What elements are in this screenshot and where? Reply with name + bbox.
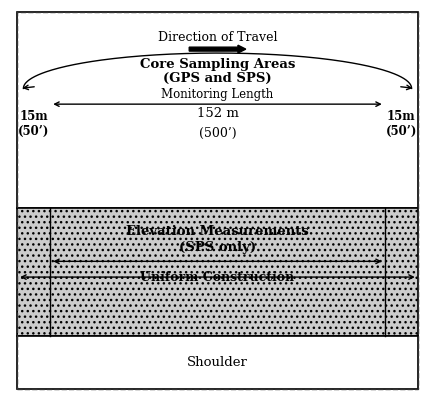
Text: 15m
(50’): 15m (50’): [385, 110, 416, 138]
Text: (500’): (500’): [198, 127, 236, 140]
Text: Uniform Construction: Uniform Construction: [140, 270, 294, 284]
Text: Direction of Travel: Direction of Travel: [158, 31, 276, 44]
Text: Elevation Measurements: Elevation Measurements: [126, 225, 308, 239]
Text: Core Sampling Areas: Core Sampling Areas: [139, 58, 295, 72]
Text: Monitoring Length: Monitoring Length: [161, 88, 273, 101]
FancyArrow shape: [189, 45, 245, 53]
Bar: [17, 208, 417, 336]
Bar: [17, 12, 417, 208]
Text: 15m
(50’): 15m (50’): [18, 110, 49, 138]
Text: (SPS only): (SPS only): [178, 241, 256, 254]
Text: (GPS and SPS): (GPS and SPS): [163, 72, 271, 85]
Text: 152 m: 152 m: [196, 107, 238, 121]
Text: Shoulder: Shoulder: [187, 356, 247, 369]
Bar: [17, 336, 417, 389]
